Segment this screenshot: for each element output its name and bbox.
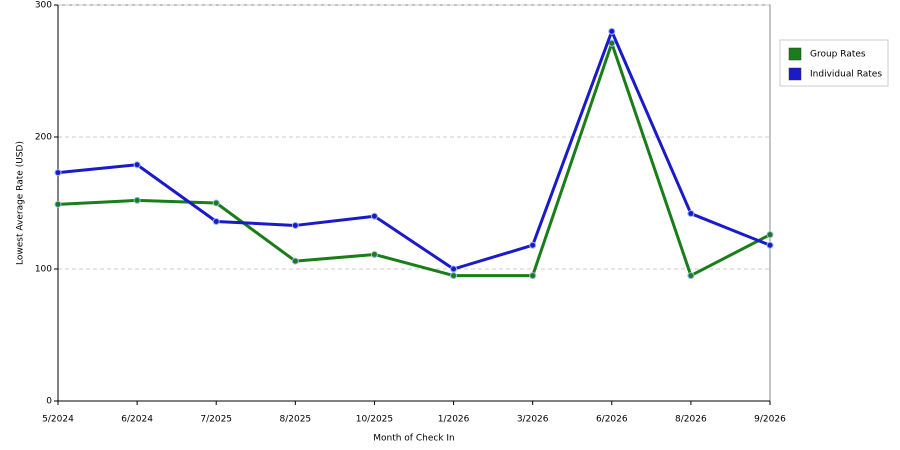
data-point [291, 221, 299, 229]
x-axis-label: Month of Check In [373, 434, 455, 444]
y-tick-label: 200 [35, 133, 52, 143]
series-line [57, 29, 771, 271]
data-point [687, 210, 695, 218]
data-point [766, 231, 774, 239]
data-point [54, 200, 62, 208]
x-tick-label: 9/2026 [754, 415, 786, 425]
data-point [133, 161, 141, 169]
data-point [766, 241, 774, 249]
plot-area [57, 4, 771, 402]
data-point [212, 217, 220, 225]
data-point [291, 257, 299, 265]
y-axis-label: Lowest Average Rate (USD) [16, 141, 26, 265]
data-point [450, 265, 458, 273]
data-point [529, 241, 537, 249]
y-tick-label: 300 [35, 1, 52, 11]
data-point [370, 250, 378, 258]
x-tick-label: 10/2025 [356, 415, 393, 425]
legend-label: Group Rates [810, 50, 866, 60]
legend-swatch [788, 47, 802, 61]
x-tick-label: 8/2026 [675, 415, 707, 425]
y-tick-label: 0 [46, 397, 52, 407]
data-point [450, 272, 458, 280]
x-tick-label: 8/2025 [279, 415, 311, 425]
x-tick-label: 5/2024 [42, 415, 74, 425]
x-tick-label: 7/2025 [200, 415, 232, 425]
data-point [370, 212, 378, 220]
x-tick-label: 3/2026 [517, 415, 549, 425]
x-tick-label: 1/2026 [438, 415, 470, 425]
data-point [529, 272, 537, 280]
data-point [687, 272, 695, 280]
legend-label: Individual Rates [810, 70, 882, 80]
data-point [212, 199, 220, 207]
legend-swatch [788, 67, 802, 81]
series-line [57, 41, 771, 278]
x-tick-label: 6/2026 [596, 415, 628, 425]
data-point [54, 169, 62, 177]
x-tick-label: 6/2024 [121, 415, 153, 425]
data-point [608, 27, 616, 35]
data-point [133, 196, 141, 204]
y-tick-label: 100 [35, 265, 52, 275]
